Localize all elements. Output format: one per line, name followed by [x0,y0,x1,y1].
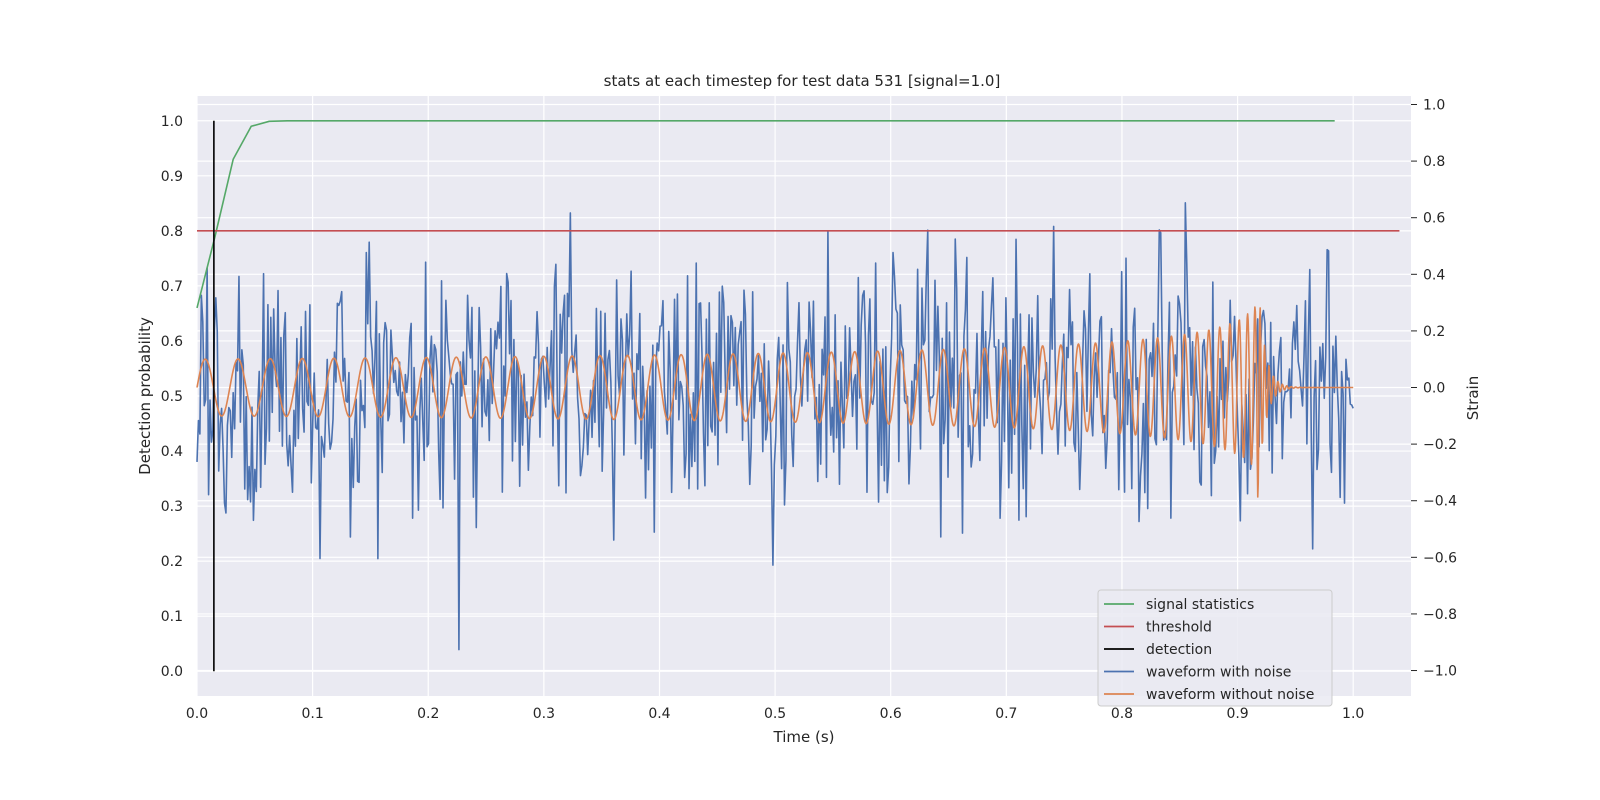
x-tick-label: 1.0 [1342,706,1364,722]
series-line-waveform-without-noise [196,306,1354,498]
x-tick-label: 0.6 [880,706,902,722]
y2-axis-ticks: −1.0 −0.8 −0.6 −0.4 −0.2 0.0 0.2 0.4 0.6 0.8 1.0 [1411,97,1457,680]
x-tick-label: 0.4 [648,706,670,722]
y2-tick-label: 0.8 [1423,154,1445,170]
x-tick-label: 0.0 [186,706,208,722]
y-axis-label: Detection probability [136,317,154,475]
x-tick-label: 0.1 [301,706,323,722]
chart-title: stats at each timestep for test data 531… [604,72,1001,90]
series-layer [196,119,1400,672]
y-tick-label: 0.8 [161,224,183,240]
y-tick-label: 0.4 [161,444,183,460]
series-line-signal-statistics [196,119,1335,309]
y2-tick-label: −1.0 [1423,664,1457,680]
legend-label: threshold [1146,620,1212,636]
x-tick-label: 0.8 [1111,706,1133,722]
legend: signal statistics threshold detection wavef… [1097,589,1333,707]
y2-tick-label: 0.4 [1423,267,1445,283]
y-tick-label: 0.9 [161,169,183,185]
series-line-waveform-with-noise [196,202,1354,651]
legend-label: signal statistics [1146,597,1254,613]
y-axis-ticks: 0.0 0.1 0.2 0.3 0.4 0.5 0.6 0.7 0.8 0.9 1.0 [161,114,183,680]
legend-box [1097,589,1333,707]
y2-tick-label: 1.0 [1423,97,1445,113]
y2-tick-label: 0.2 [1423,324,1445,340]
x-axis-ticks: 0.0 0.1 0.2 0.3 0.4 0.5 0.6 0.7 0.8 0.9 1.0 [186,706,1364,722]
x-tick-label: 0.9 [1226,706,1248,722]
legend-label: waveform without noise [1146,687,1314,703]
y2-tick-label: 0.0 [1423,381,1445,397]
y-tick-label: 0.0 [161,664,183,680]
y2-tick-label: −0.4 [1423,494,1457,510]
y-tick-label: 0.1 [161,609,183,625]
x-tick-label: 0.3 [533,706,555,722]
y-tick-label: 0.3 [161,499,183,515]
legend-label: waveform with noise [1146,665,1291,681]
y2-tick-label: −0.2 [1423,437,1457,453]
y2-tick-label: −0.8 [1423,607,1457,623]
y-tick-label: 0.6 [161,334,183,350]
x-tick-label: 0.7 [995,706,1017,722]
y-tick-label: 0.7 [161,279,183,295]
y2-tick-label: −0.6 [1423,550,1457,566]
y-tick-label: 1.0 [161,114,183,130]
x-axis-label: Time (s) [773,728,835,746]
y2-tick-label: 0.6 [1423,211,1445,227]
y-tick-label: 0.5 [161,389,183,405]
x-tick-label: 0.2 [417,706,439,722]
x-tick-label: 0.5 [764,706,786,722]
y2-axis-label: Strain [1464,376,1482,420]
y-tick-label: 0.2 [161,554,183,570]
legend-label: detection [1146,642,1212,658]
